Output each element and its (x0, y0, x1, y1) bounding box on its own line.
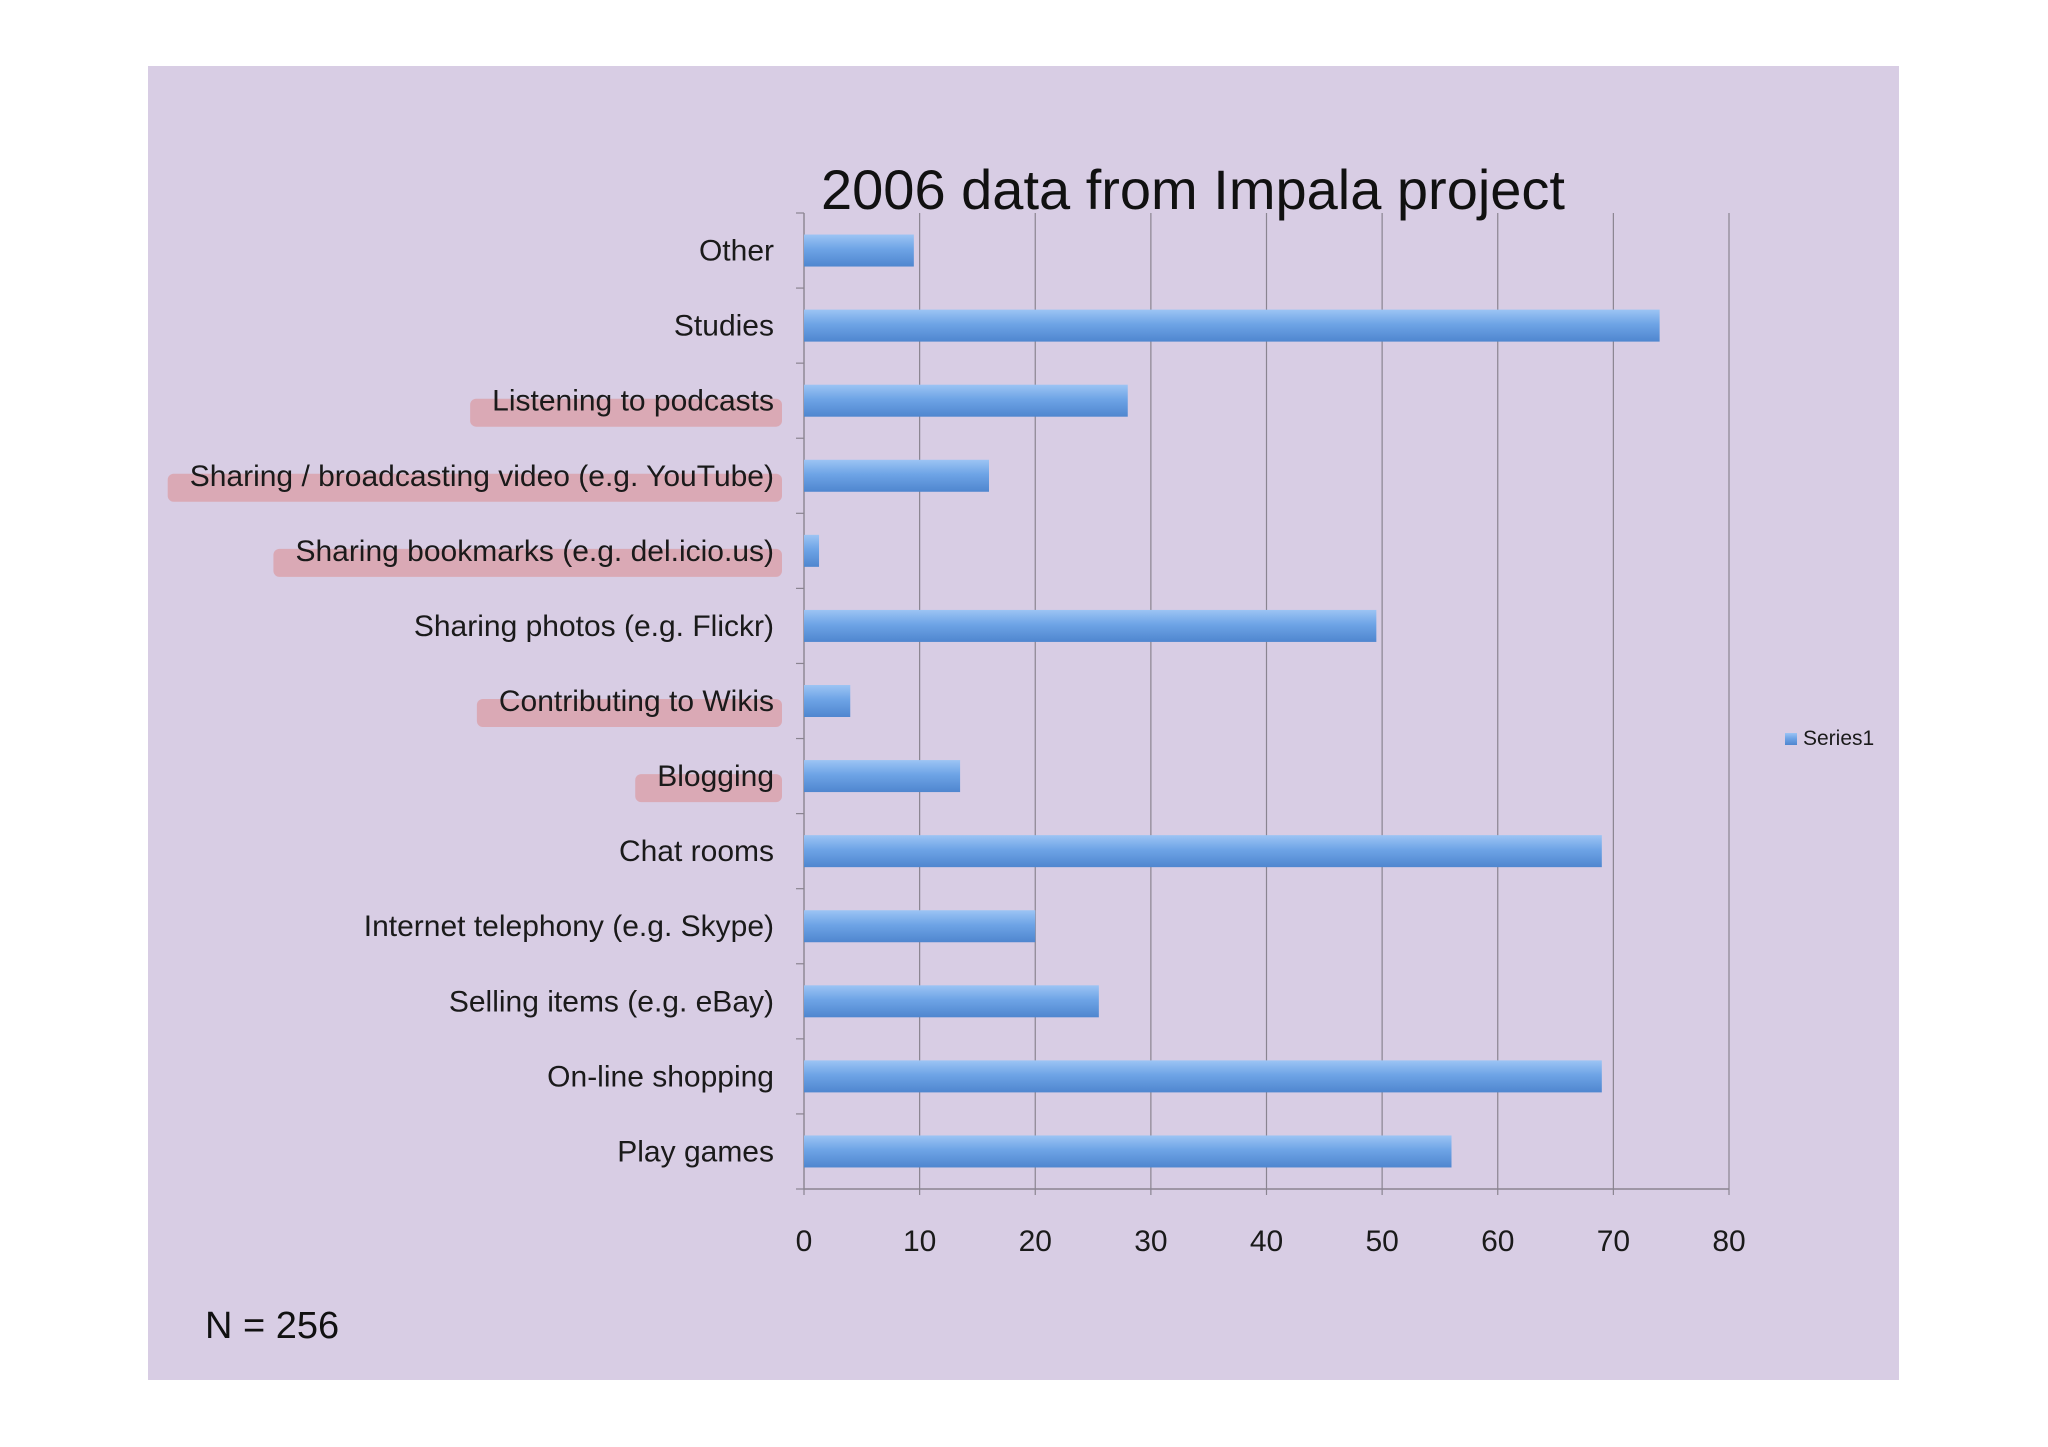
category-label: Chat rooms (619, 835, 774, 868)
highlight-mark (273, 548, 782, 577)
bar (804, 1135, 1452, 1168)
bar (804, 384, 1128, 417)
highlight-mark (476, 699, 782, 727)
x-tick-label: 40 (1250, 1225, 1283, 1258)
highlight-mark (470, 398, 782, 427)
bar (804, 910, 1036, 943)
bar (804, 985, 1099, 1018)
category-label: Contributing to Wikis (499, 685, 774, 718)
slide-background: 2006 data from Impala project Play games… (148, 66, 1899, 1380)
bar (804, 835, 1602, 868)
chart-legend: Series1 (1785, 727, 1874, 750)
bar (804, 459, 989, 492)
legend-swatch (1785, 733, 1797, 745)
category-label: Other (699, 235, 774, 268)
category-label: Studies (674, 310, 774, 343)
category-label: Blogging (657, 760, 774, 793)
highlight-mark (167, 473, 782, 502)
bar (804, 534, 820, 567)
category-label: Listening to podcasts (492, 385, 774, 418)
category-label: Selling items (e.g. eBay) (449, 985, 774, 1018)
x-tick-label: 70 (1597, 1225, 1630, 1258)
category-label: Sharing / broadcasting video (e.g. YouTu… (190, 460, 774, 493)
category-label: Internet telephony (e.g. Skype) (364, 910, 774, 943)
bar (804, 685, 851, 717)
bar (804, 1060, 1602, 1093)
x-tick-label: 30 (1134, 1225, 1167, 1258)
category-label: On-line shopping (547, 1060, 774, 1093)
sample-size-note: N = 256 (205, 1305, 339, 1347)
category-label: Sharing bookmarks (e.g. del.icio.us) (295, 535, 774, 568)
bar-chart: 2006 data from Impala project Play games… (167, 158, 1874, 1347)
chart-title: 2006 data from Impala project (821, 158, 1565, 221)
x-tick-label: 20 (1019, 1225, 1052, 1258)
bar (804, 609, 1377, 642)
bar (804, 760, 961, 793)
x-tick-label: 50 (1365, 1225, 1398, 1258)
x-tick-label: 60 (1481, 1225, 1514, 1258)
legend-label: Series1 (1803, 727, 1874, 750)
bar (804, 234, 914, 267)
x-tick-label: 80 (1712, 1225, 1745, 1258)
bar (804, 309, 1660, 342)
highlight-mark (635, 774, 782, 803)
x-tick-label: 10 (903, 1225, 936, 1258)
category-label: Play games (617, 1135, 774, 1168)
category-label: Sharing photos (e.g. Flickr) (414, 610, 774, 643)
x-tick-label: 0 (796, 1225, 813, 1258)
